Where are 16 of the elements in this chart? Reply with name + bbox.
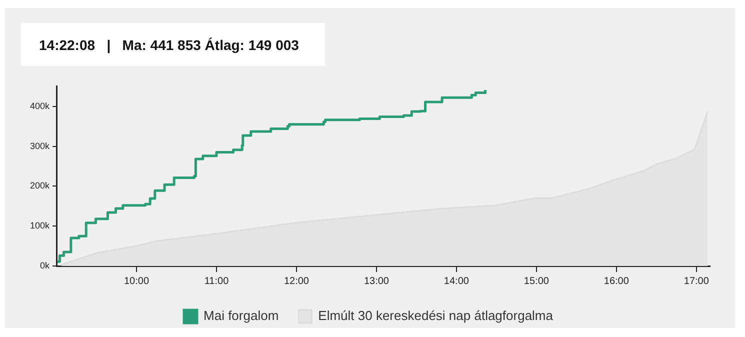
x-tick-label: 10:00	[124, 276, 150, 287]
x-tick-label: 17:00	[684, 276, 710, 287]
legend-label: Elmúlt 30 kereskedési nap átlagforgalma	[318, 308, 554, 324]
x-tick-label: 15:00	[524, 276, 550, 287]
y-tick-label: 100k	[30, 220, 50, 231]
legend-label: Mai forgalom	[204, 308, 279, 324]
x-tick-label: 14:00	[444, 276, 470, 287]
y-tick-label: 300k	[30, 140, 50, 151]
x-tick-label: 11:00	[204, 276, 230, 287]
x-tick-label: 12:00	[284, 276, 310, 287]
x-tick-label: 13:00	[364, 276, 390, 287]
x-tick-label: 16:00	[604, 276, 630, 287]
chart-title: 14:22:08 | Ma: 441 853 Átlag: 149 003	[21, 23, 325, 66]
y-tick-label: 0k	[40, 260, 50, 270]
y-tick-label: 400k	[30, 100, 50, 111]
y-tick-label: 200k	[30, 180, 50, 191]
